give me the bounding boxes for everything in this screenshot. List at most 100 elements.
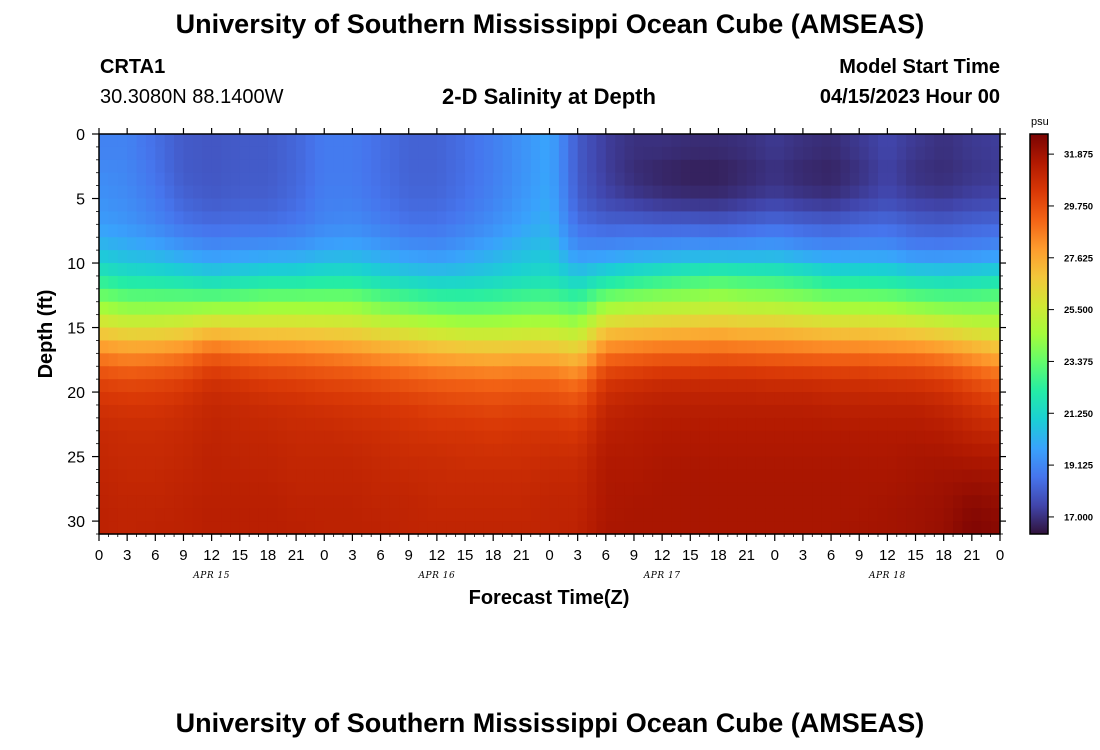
heatmap-cell xyxy=(962,211,973,225)
heatmap-cell xyxy=(755,340,766,354)
x-tick-label: 3 xyxy=(348,547,356,564)
heatmap-cell xyxy=(258,288,269,303)
heatmap-cell xyxy=(906,159,917,174)
heatmap-cell xyxy=(314,482,325,496)
heatmap-cell xyxy=(371,521,382,535)
heatmap-cell xyxy=(436,379,447,393)
heatmap-cell xyxy=(380,469,391,483)
heatmap-cell xyxy=(183,379,194,393)
heatmap-cell xyxy=(521,237,532,251)
heatmap-cell xyxy=(183,366,194,380)
heatmap-cell xyxy=(511,456,522,471)
heatmap-cell xyxy=(455,159,466,174)
heatmap-cell xyxy=(643,353,654,367)
heatmap-cell xyxy=(117,469,128,483)
heatmap-cell xyxy=(652,134,663,148)
heatmap-cell xyxy=(211,211,222,225)
heatmap-cell xyxy=(399,392,410,406)
heatmap-cell xyxy=(746,482,757,496)
heatmap-cell xyxy=(183,392,194,406)
heatmap-cell xyxy=(840,392,851,406)
heatmap-cell xyxy=(192,521,203,535)
heatmap-cell xyxy=(812,430,823,445)
heatmap-cell xyxy=(887,250,898,264)
heatmap-cell xyxy=(859,314,870,329)
x-tick-label: 3 xyxy=(123,547,131,564)
heatmap-cell xyxy=(286,250,297,264)
heatmap-cell xyxy=(990,469,1001,483)
heatmap-cell xyxy=(174,495,185,509)
heatmap-cell xyxy=(671,224,682,238)
heatmap-cell xyxy=(568,340,579,354)
heatmap-cell xyxy=(314,353,325,367)
heatmap-cell xyxy=(483,288,494,303)
heatmap-cell xyxy=(746,327,757,342)
heatmap-cell xyxy=(239,327,250,342)
heatmap-cell xyxy=(389,263,400,277)
heatmap-cell xyxy=(587,314,598,329)
heatmap-cell xyxy=(727,495,738,509)
heatmap-cell xyxy=(465,404,476,419)
heatmap-cell xyxy=(549,340,560,354)
heatmap-cell xyxy=(446,443,457,458)
heatmap-cell xyxy=(680,288,691,303)
heatmap-cell xyxy=(145,146,156,161)
heatmap-cell xyxy=(530,327,541,342)
heatmap-cell xyxy=(465,288,476,303)
heatmap-cell xyxy=(953,404,964,419)
heatmap-cell xyxy=(483,237,494,251)
heatmap-cell xyxy=(699,146,710,161)
heatmap-cell xyxy=(249,263,260,277)
heatmap-cell xyxy=(765,469,776,483)
heatmap-cell xyxy=(483,224,494,238)
heatmap-cell xyxy=(877,508,888,522)
heatmap-cell xyxy=(859,340,870,354)
heatmap-cell xyxy=(202,314,213,329)
heatmap-cell xyxy=(436,159,447,174)
heatmap-cell xyxy=(727,237,738,251)
heatmap-cell xyxy=(446,172,457,187)
heatmap-cell xyxy=(784,495,795,509)
heatmap-cell xyxy=(784,482,795,496)
heatmap-cell xyxy=(671,198,682,213)
heatmap-cell xyxy=(183,456,194,471)
heatmap-cell xyxy=(371,495,382,509)
heatmap-cell xyxy=(99,430,109,445)
heatmap-cell xyxy=(399,353,410,367)
heatmap-cell xyxy=(314,185,325,200)
heatmap-cell xyxy=(127,404,138,419)
heatmap-cell xyxy=(877,263,888,277)
heatmap-cell xyxy=(643,301,654,316)
heatmap-cell xyxy=(343,159,354,174)
heatmap-cell xyxy=(887,134,898,148)
heatmap-cell xyxy=(427,172,438,187)
heatmap-cell xyxy=(727,417,738,432)
heatmap-cell xyxy=(877,482,888,496)
heatmap-cell xyxy=(784,417,795,432)
heatmap-cell xyxy=(934,443,945,458)
heatmap-cell xyxy=(436,392,447,406)
heatmap-cell xyxy=(934,134,945,148)
heatmap-cell xyxy=(596,521,607,535)
heatmap-cell xyxy=(943,456,954,471)
heatmap-cell xyxy=(296,134,307,148)
heatmap-cell xyxy=(192,379,203,393)
heatmap-cell xyxy=(831,417,842,432)
heatmap-cell xyxy=(145,314,156,329)
heatmap-cell xyxy=(915,379,926,393)
heatmap-cell xyxy=(211,275,222,290)
heatmap-cell xyxy=(277,521,288,535)
heatmap-cell xyxy=(652,263,663,277)
heatmap-cell xyxy=(906,366,917,380)
heatmap-cell xyxy=(690,159,701,174)
heatmap-cell xyxy=(483,482,494,496)
heatmap-cell xyxy=(906,417,917,432)
heatmap-cell xyxy=(446,146,457,161)
heatmap-cell xyxy=(877,404,888,419)
heatmap-cell xyxy=(174,263,185,277)
heatmap-cell xyxy=(455,275,466,290)
heatmap-cell xyxy=(258,443,269,458)
x-tick-label: 6 xyxy=(602,547,610,564)
heatmap-cell xyxy=(239,146,250,161)
heatmap-cell xyxy=(924,198,935,213)
